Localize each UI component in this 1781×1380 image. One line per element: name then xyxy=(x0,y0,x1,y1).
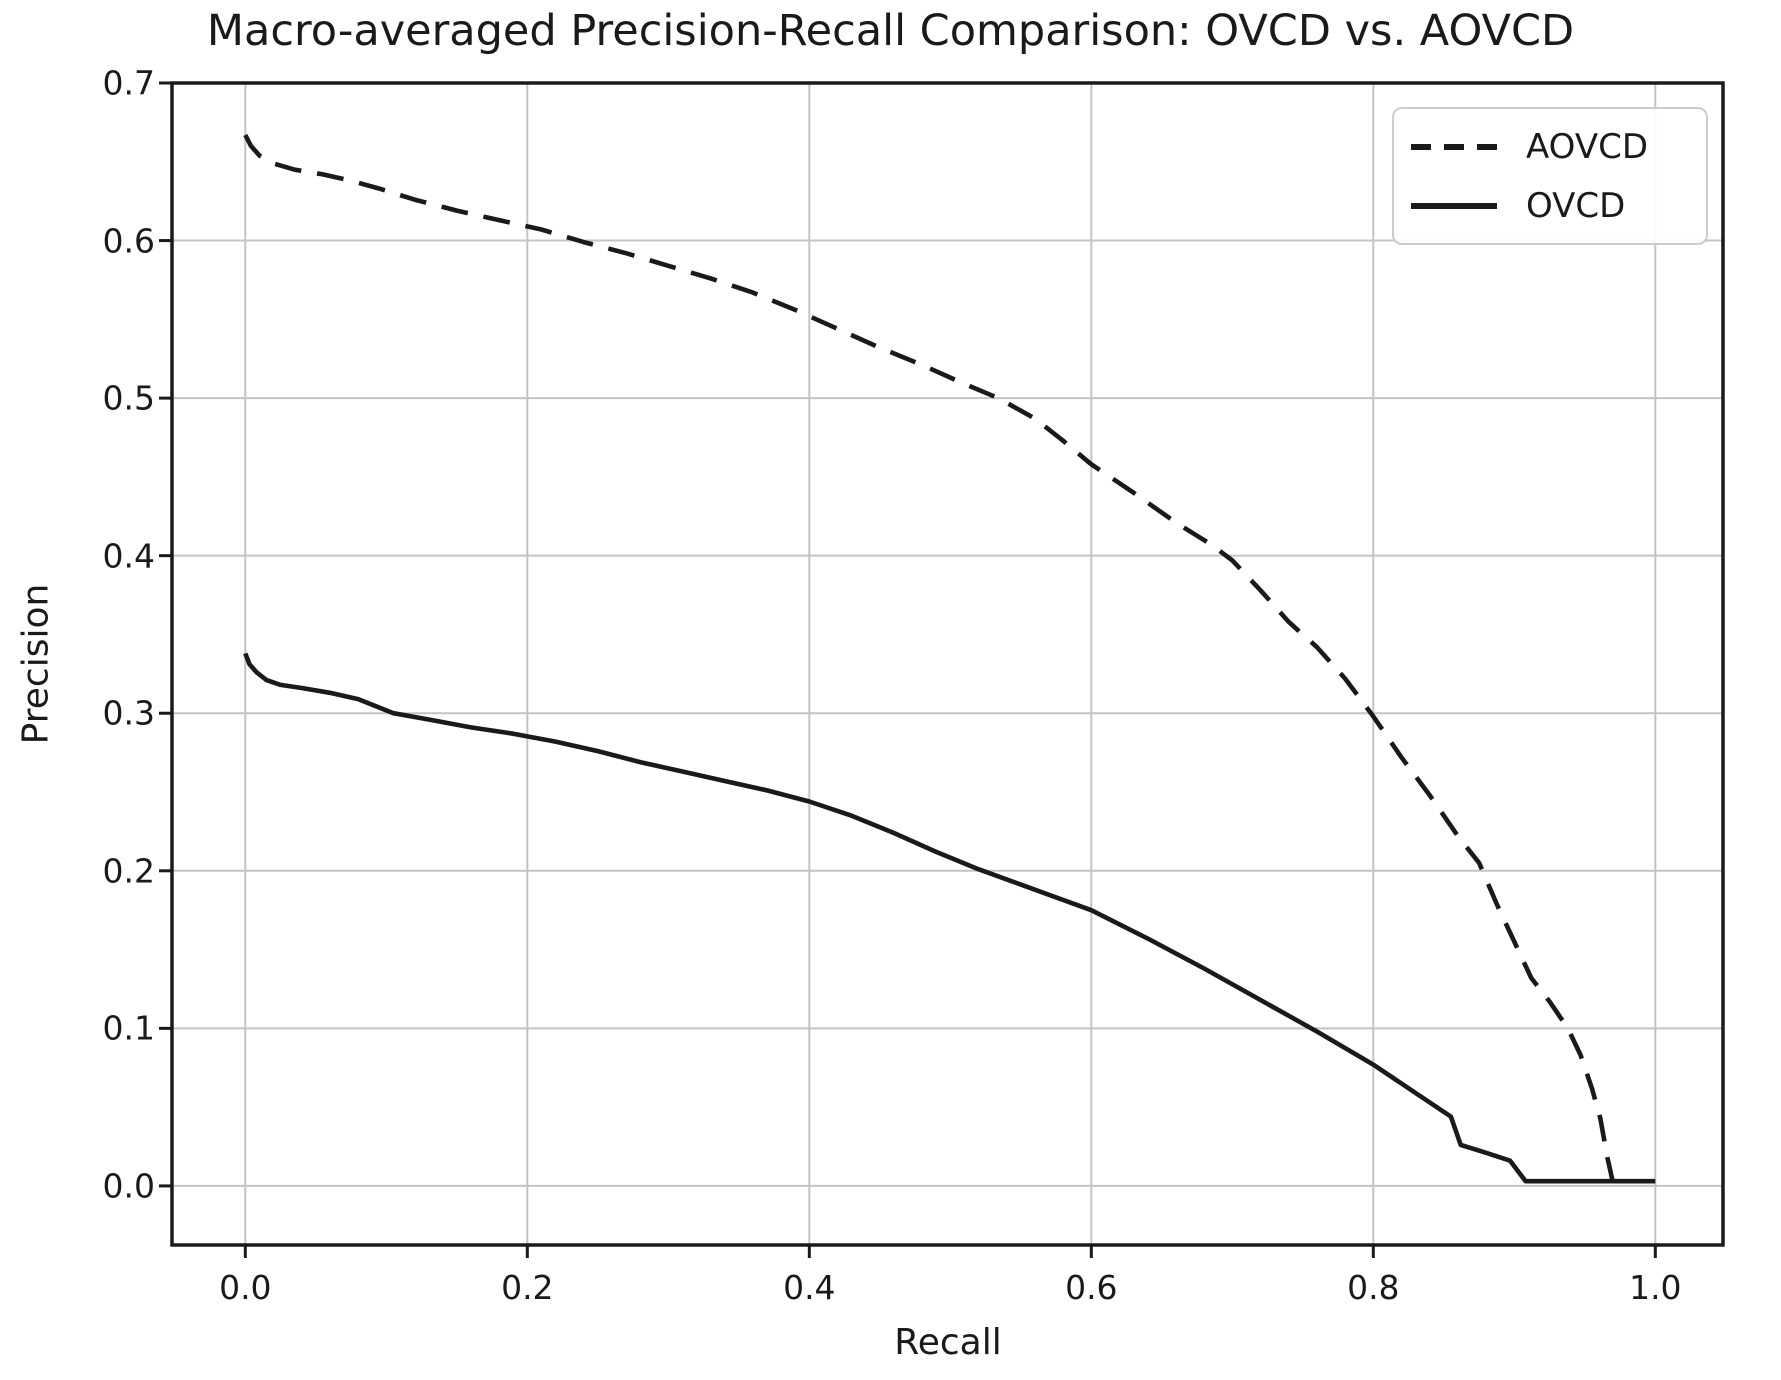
y-tick-label-0.4: 0.4 xyxy=(102,536,155,576)
x-axis-label: Recall xyxy=(894,1322,1002,1363)
y-tick-label-0.7: 0.7 xyxy=(102,63,155,103)
y-tick-label-0.5: 0.5 xyxy=(102,378,155,418)
y-tick-label-0.1: 0.1 xyxy=(102,1008,155,1048)
legend-item-aovcd: AOVCD xyxy=(1410,121,1696,173)
x-tick-label-0.2: 0.2 xyxy=(501,1268,554,1307)
x-tick-label-0.4: 0.4 xyxy=(783,1268,836,1307)
legend: AOVCD OVCD xyxy=(1392,107,1708,245)
solid-line-sample xyxy=(1411,202,1497,209)
legend-item-ovcd: OVCD xyxy=(1410,180,1696,232)
y-tick-label-0.6: 0.6 xyxy=(102,221,155,261)
plot-border xyxy=(170,81,1725,1247)
y-axis-label: Precision xyxy=(15,583,57,745)
curve-ovcd xyxy=(243,652,1656,1184)
dashed-line-sample xyxy=(1411,143,1497,150)
y-tick-label-0.2: 0.2 xyxy=(102,851,155,891)
legend-label-aovcd: AOVCD xyxy=(1526,126,1649,167)
chart-title: Macro-averaged Precision-Recall Comparis… xyxy=(206,6,1575,56)
y-tick-label-0.3: 0.3 xyxy=(102,693,155,733)
legend-label-ovcd: OVCD xyxy=(1526,185,1626,226)
x-tick-label-0.6: 0.6 xyxy=(1065,1268,1118,1307)
y-tick-label-0.0: 0.0 xyxy=(102,1166,155,1206)
x-tick-label-0.0: 0.0 xyxy=(219,1268,272,1307)
curve-aovcd xyxy=(243,133,1616,1184)
x-tick-label-1.0: 1.0 xyxy=(1629,1268,1682,1307)
x-tick-label-0.8: 0.8 xyxy=(1347,1268,1400,1307)
